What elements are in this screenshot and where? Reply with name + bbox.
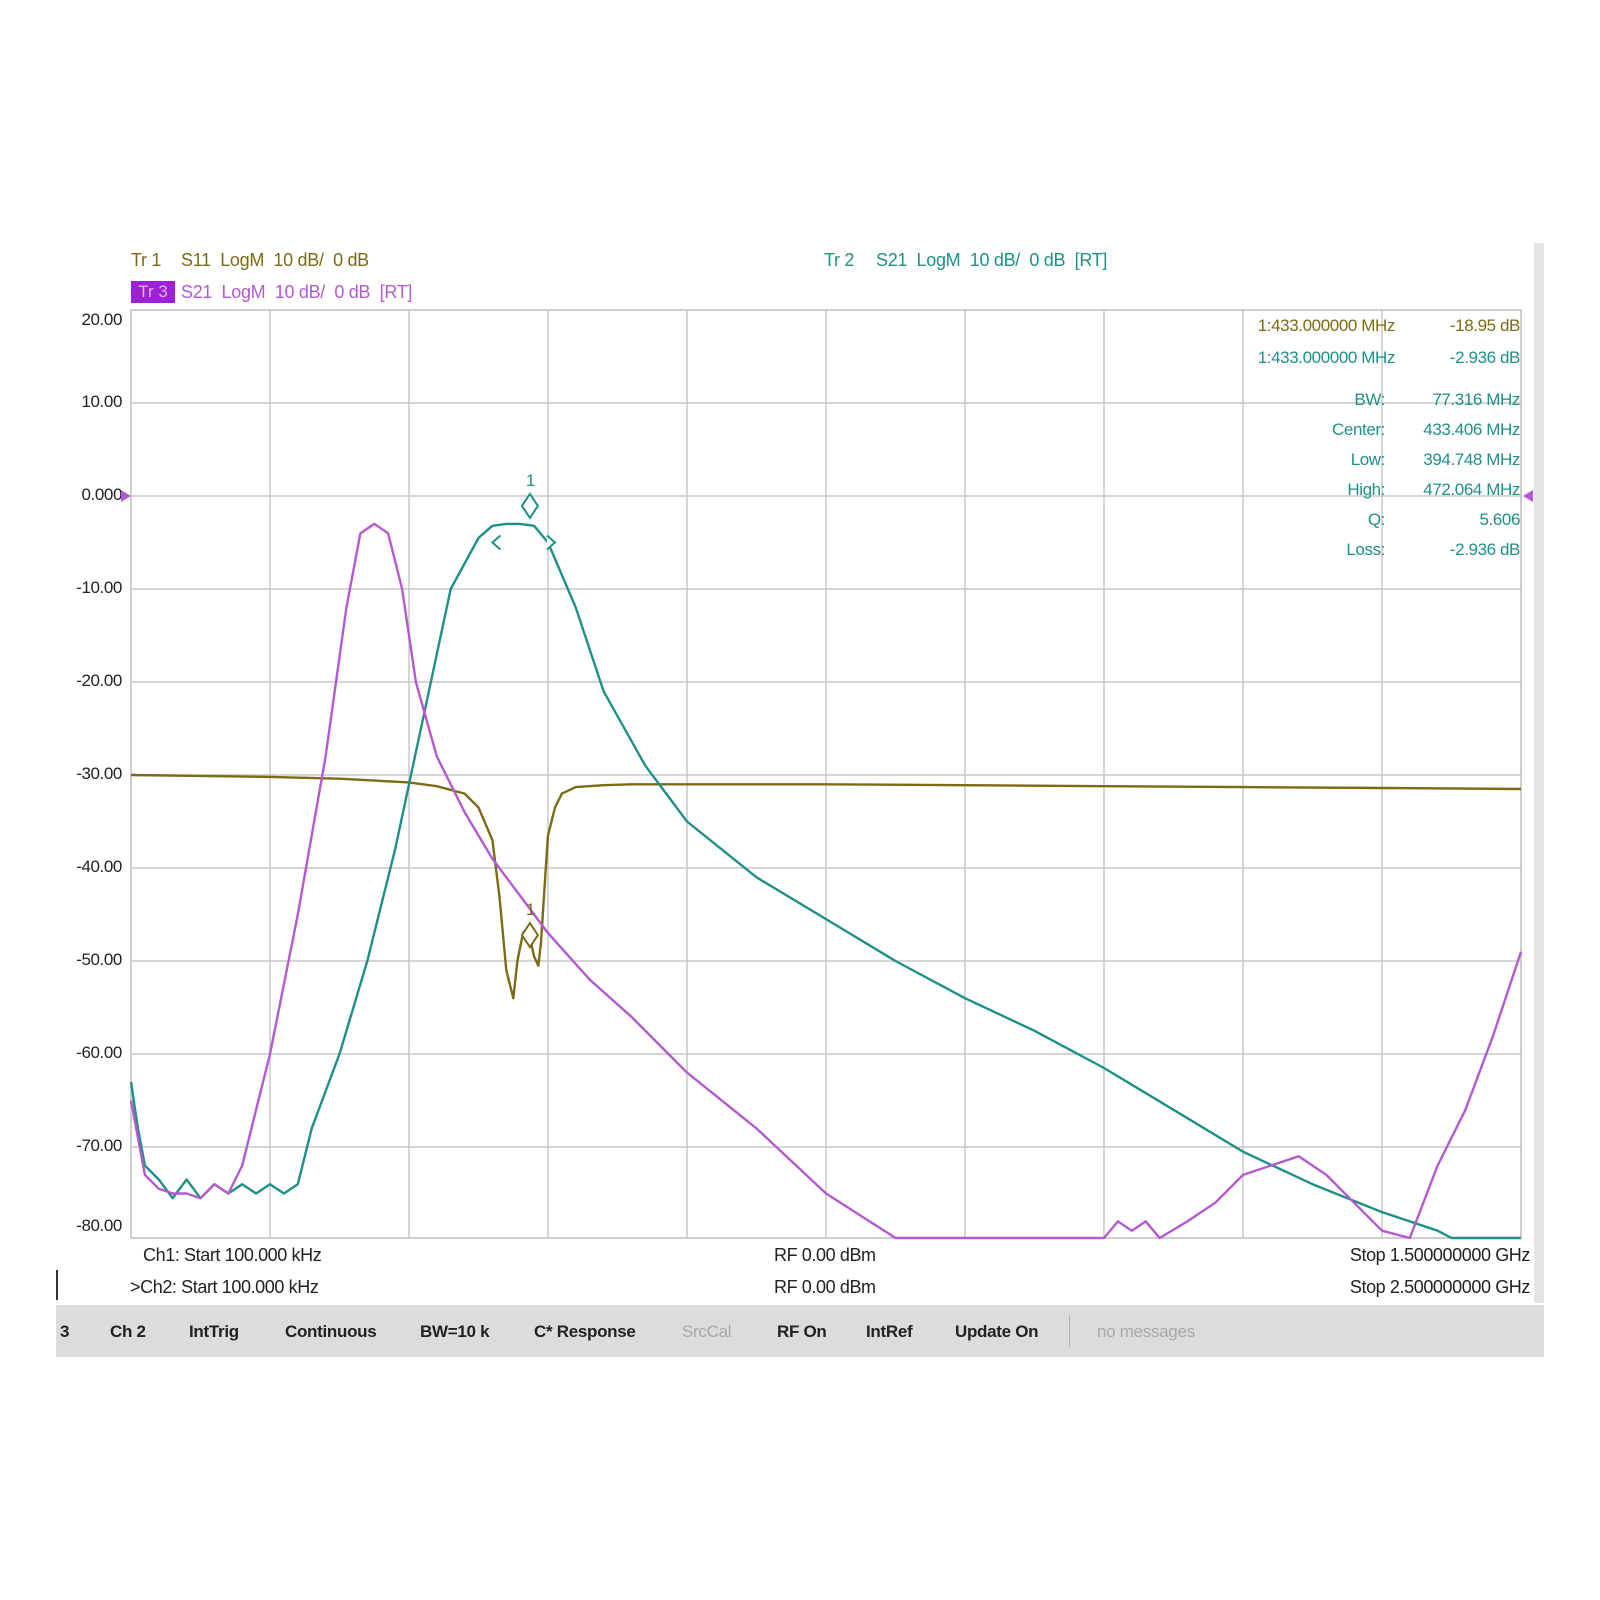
ch1-start: Ch1: Start 100.000 kHz bbox=[143, 1245, 322, 1265]
marker1-tr2-frequency: 1:433.000000 MHz bbox=[1257, 348, 1396, 367]
low-label: Low: bbox=[1350, 450, 1386, 469]
tr1-marker-diamond bbox=[520, 921, 540, 949]
marker1-tr1-frequency: 1:433.000000 MHz bbox=[1257, 316, 1396, 335]
center-value: 433.406 MHz bbox=[1423, 420, 1520, 439]
high-value: 472.064 MHz bbox=[1423, 480, 1520, 499]
center-label: Center: bbox=[1332, 420, 1385, 439]
bw-high-marker bbox=[546, 534, 557, 551]
status-messages: no messages bbox=[1097, 1322, 1195, 1341]
status-update[interactable]: Update On bbox=[955, 1322, 1039, 1341]
tr1-label[interactable]: Tr 1 bbox=[131, 250, 162, 270]
ch1-stop: Stop 1.500000000 GHz bbox=[1349, 1245, 1531, 1265]
ch2-rf-power: RF 0.00 dBm bbox=[774, 1277, 876, 1297]
y-tick-label: 10.00 bbox=[81, 392, 122, 411]
tr1-marker-number: 1 bbox=[526, 900, 535, 919]
status-source-cal[interactable]: SrcCal bbox=[682, 1322, 732, 1341]
status-bar: 3 Ch 2 IntTrig Continuous BW=10 k C* Res… bbox=[56, 1305, 1544, 1357]
bw-value: 77.316 MHz bbox=[1432, 390, 1520, 409]
status-reference[interactable]: IntRef bbox=[866, 1322, 913, 1341]
y-tick-label: -70.00 bbox=[76, 1136, 122, 1155]
y-tick-label: -60.00 bbox=[76, 1043, 122, 1062]
bw-low-marker bbox=[490, 534, 502, 551]
tr3-description: S21 LogM 10 dB/ 0 dB [RT] bbox=[181, 282, 413, 302]
y-tick-label: -30.00 bbox=[76, 764, 122, 783]
status-if-bandwidth[interactable]: BW=10 k bbox=[420, 1322, 490, 1341]
ch1-rf-power: RF 0.00 dBm bbox=[774, 1245, 876, 1265]
low-value: 394.748 MHz bbox=[1423, 450, 1520, 469]
tr2-marker-diamond bbox=[520, 492, 540, 520]
y-tick-label: -80.00 bbox=[76, 1216, 122, 1235]
loss-label: Loss: bbox=[1346, 540, 1385, 559]
status-calibration[interactable]: C* Response bbox=[534, 1322, 636, 1341]
q-label: Q: bbox=[1367, 510, 1386, 529]
y-tick-label: -10.00 bbox=[76, 578, 122, 597]
status-rf-power[interactable]: RF On bbox=[777, 1322, 827, 1341]
tr2-marker-number: 1 bbox=[526, 471, 535, 490]
marker1-tr2-value: -2.936 dB bbox=[1449, 348, 1521, 367]
status-trigger[interactable]: IntTrig bbox=[189, 1322, 239, 1341]
status-channel[interactable]: Ch 2 bbox=[110, 1322, 146, 1341]
q-value: 5.606 bbox=[1479, 510, 1520, 529]
status-trace-number[interactable]: 3 bbox=[60, 1322, 70, 1341]
high-label: High: bbox=[1347, 480, 1385, 499]
y-tick-label: -50.00 bbox=[76, 950, 122, 969]
ch2-start: >Ch2: Start 100.000 kHz bbox=[130, 1277, 319, 1297]
status-separator bbox=[1069, 1315, 1070, 1347]
tr1-description: S11 LogM 10 dB/ 0 dB bbox=[181, 250, 369, 270]
status-sweep-mode[interactable]: Continuous bbox=[285, 1322, 377, 1341]
trace-tr-3 bbox=[129, 522, 1523, 1240]
active-channel-indicator bbox=[56, 1270, 58, 1300]
y-tick-label: -40.00 bbox=[76, 857, 122, 876]
ch2-stop: Stop 2.500000000 GHz bbox=[1349, 1277, 1531, 1297]
reference-level-arrow-left bbox=[121, 490, 131, 502]
reference-level-arrow-right bbox=[1523, 490, 1533, 502]
y-tick-label: -20.00 bbox=[76, 671, 122, 690]
trace-tr-1 bbox=[130, 773, 1522, 1000]
bw-label: BW: bbox=[1354, 390, 1385, 409]
panel-scroll-edge bbox=[1534, 243, 1544, 1303]
tr2-description: S21 LogM 10 dB/ 0 dB [RT] bbox=[876, 250, 1108, 270]
marker1-tr1-value: -18.95 dB bbox=[1449, 316, 1521, 335]
tr2-label[interactable]: Tr 2 bbox=[824, 250, 855, 270]
y-tick-label: 0.000 bbox=[81, 485, 122, 504]
loss-value: -2.936 dB bbox=[1449, 540, 1521, 559]
y-tick-label: 20.00 bbox=[81, 310, 122, 329]
vna-display-panel bbox=[56, 243, 1544, 1357]
tr3-label[interactable]: Tr 3 bbox=[131, 281, 175, 303]
